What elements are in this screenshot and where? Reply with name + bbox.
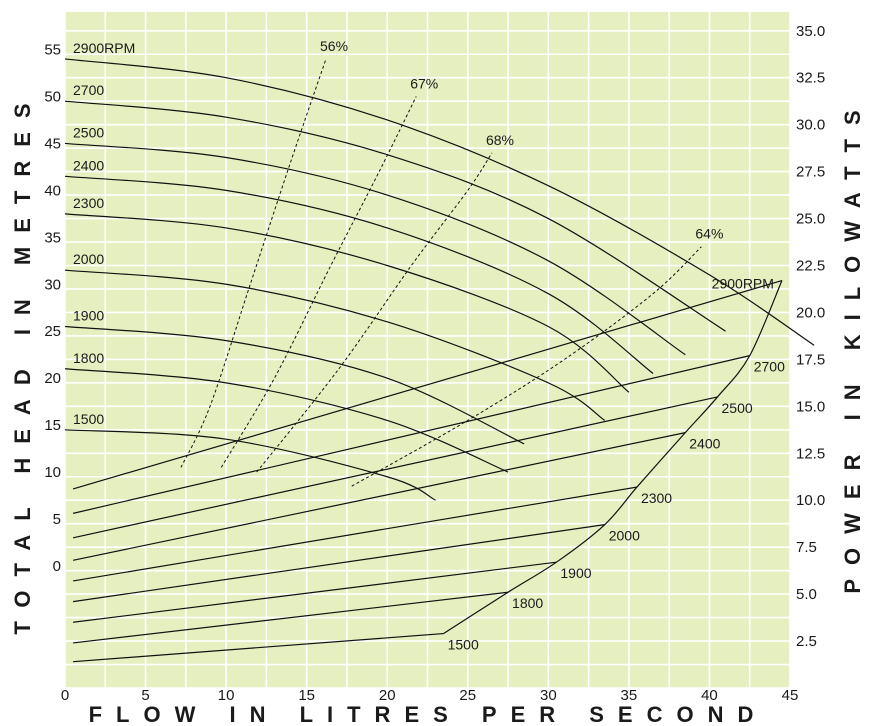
power-curve-2900rpm (72, 279, 783, 490)
y-left-tick-label: 40 (44, 182, 61, 199)
power-envelope-curve (443, 280, 783, 635)
y-right-tick-label: 10.0 (796, 492, 825, 509)
power-curve-label: 1800 (512, 595, 543, 611)
head-curve-label: 2700 (73, 82, 104, 98)
y-right-tick-label: 20.0 (796, 304, 825, 321)
x-tick-label: 30 (540, 687, 557, 704)
head-curve-label: 2400 (73, 157, 104, 173)
y-right-tick-label: 5.0 (796, 586, 817, 603)
y-left-axis-title: TOTAL HEAD IN METRES (10, 89, 35, 634)
y-right-axis-title: POWER IN KILOWATTS (840, 96, 865, 593)
y-right-tick-label: 27.5 (796, 164, 825, 181)
head-curve-1900 (64, 325, 525, 445)
grid (64, 12, 791, 689)
power-curve-label: 2000 (609, 528, 640, 544)
head-curve-2500 (64, 142, 686, 356)
efficiency-label: 64% (695, 226, 723, 242)
efficiency-curves (180, 58, 702, 487)
x-tick-label: 0 (61, 687, 69, 704)
head-curve-1500 (64, 429, 436, 501)
power-curve-label: 2400 (689, 436, 720, 452)
y-right-tick-label: 32.5 (796, 70, 825, 87)
head-curves (64, 58, 815, 501)
head-curve-label: 2000 (73, 251, 104, 267)
x-tick-label: 45 (782, 687, 799, 704)
y-left-tick-label: 5 (53, 511, 61, 528)
power-curve-2000 (72, 524, 605, 603)
y-left-tick-label: 10 (44, 464, 61, 481)
power-curve-2500 (72, 396, 718, 539)
y-right-axis-ticks: 2.5 5.0 7.5 10.0 12.5 15.0 17.5 20.0 22.5 25.0 27.… (796, 23, 825, 650)
x-axis-ticks: 0 5 10 15 20 25 30 35 40 45 (61, 687, 799, 704)
head-curve-2900rpm (64, 58, 815, 346)
head-curve-label: 2500 (73, 124, 104, 140)
power-curve-1900 (72, 561, 557, 623)
y-right-tick-label: 22.5 (796, 258, 825, 275)
y-right-tick-label: 25.0 (796, 211, 825, 228)
x-tick-label: 5 (141, 687, 149, 704)
y-right-tick-label: 12.5 (796, 445, 825, 462)
x-tick-label: 25 (459, 687, 476, 704)
curve-labels: 2900RPM 2700 2500 2400 2300 2000 1900 1800 1500 5… (73, 38, 785, 653)
power-curves (72, 279, 783, 663)
head-curve-label: 1800 (73, 350, 104, 366)
head-curve-label: 2900RPM (73, 40, 135, 56)
x-tick-label: 40 (701, 687, 718, 704)
head-curve-2400 (64, 175, 654, 374)
x-tick-label: 20 (379, 687, 396, 704)
x-tick-label: 35 (621, 687, 638, 704)
head-curve-label: 1500 (73, 411, 104, 427)
head-curve-label: 2300 (73, 195, 104, 211)
head-curve-label: 1900 (73, 308, 104, 324)
y-right-tick-label: 15.0 (796, 398, 825, 415)
efficiency-label: 68% (486, 132, 514, 148)
head-curve-1800 (64, 368, 509, 473)
x-tick-label: 15 (298, 687, 315, 704)
y-left-tick-label: 55 (44, 42, 61, 59)
efficiency-curve (351, 246, 702, 487)
y-right-tick-label: 7.5 (796, 539, 817, 556)
y-right-tick-label: 30.0 (796, 117, 825, 134)
efficiency-label: 67% (410, 76, 438, 92)
y-left-tick-label: 35 (44, 229, 61, 246)
power-curve-label: 2500 (722, 400, 753, 416)
efficiency-label: 56% (320, 38, 348, 54)
power-curve-label: 2900RPM (712, 276, 774, 292)
power-curve-2400 (72, 432, 686, 561)
y-right-tick-label: 2.5 (796, 633, 817, 650)
y-left-tick-label: 0 (53, 558, 61, 575)
power-curve-1500 (73, 632, 444, 663)
y-left-axis-ticks: 0 5 10 15 20 25 30 35 40 45 50 55 (44, 42, 61, 575)
head-curve-2000 (64, 269, 606, 421)
efficiency-curve (256, 152, 493, 473)
y-left-tick-label: 15 (44, 417, 61, 434)
power-curve-label: 2700 (754, 359, 785, 375)
y-left-tick-label: 25 (44, 323, 61, 340)
power-curve-2300 (72, 486, 638, 582)
x-axis-title: FLOW IN LITRES PER SECOND (89, 702, 768, 726)
power-curve-label: 1900 (560, 565, 591, 581)
x-tick-label: 10 (218, 687, 235, 704)
y-left-tick-label: 20 (44, 370, 61, 387)
head-curve-2700 (64, 100, 726, 332)
power-curve-label: 2300 (641, 490, 672, 506)
y-left-tick-label: 30 (44, 276, 61, 293)
y-right-tick-label: 35.0 (796, 23, 825, 40)
efficiency-curve (220, 96, 417, 468)
head-curve-2300 (64, 213, 630, 393)
power-curve-1800 (72, 591, 509, 644)
y-left-tick-label: 45 (44, 135, 61, 152)
power-curve-2700 (72, 355, 750, 514)
y-left-tick-label: 50 (44, 89, 61, 106)
power-curve-label: 1500 (448, 637, 479, 653)
y-right-tick-label: 17.5 (796, 351, 825, 368)
